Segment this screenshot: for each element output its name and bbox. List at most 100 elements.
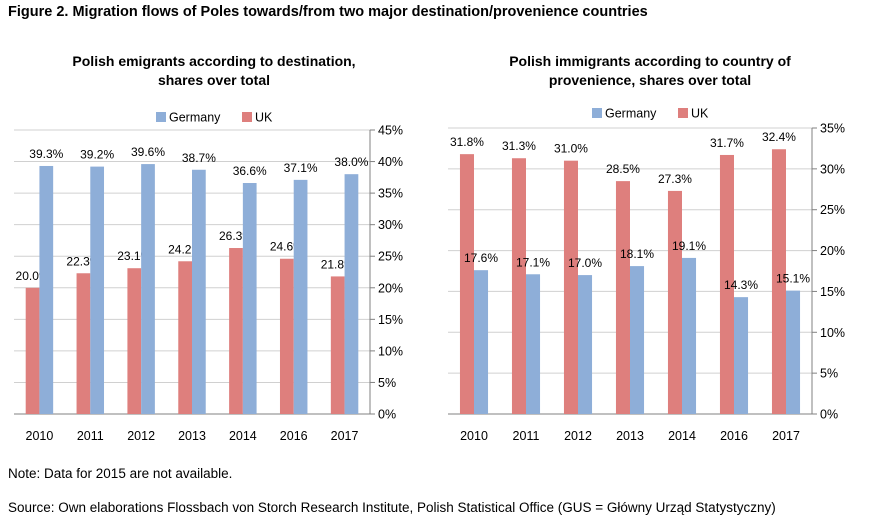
emigrants-y-tick-label: 0%	[378, 408, 396, 422]
emigrants-x-tick-label: 2014	[229, 429, 257, 443]
immigrants-y-tick-label: 15%	[820, 285, 845, 299]
immigrants-x-tick-label: 2014	[668, 429, 696, 443]
immigrants-y-tick-label: 10%	[820, 326, 845, 340]
immigrants-chart: Polish immigrants according to country o…	[440, 44, 870, 454]
emigrants-bar-uk-2013	[178, 261, 192, 414]
immigrants-x-tick-label: 2011	[513, 429, 540, 443]
immigrants-x-tick-label: 2017	[772, 429, 800, 443]
immigrants-bar-germany-2014	[682, 257, 697, 414]
emigrants-bar-germany-2014	[242, 183, 257, 414]
immigrants-chart-svg: 0% 5% 10% 15% 20% 25% 30% 35% 31.8% 17.6% 2010 31.3…	[448, 107, 845, 443]
emigrants-y-tick-label: 15%	[378, 313, 403, 327]
emigrants-data-label-germany-2010: 39.3%	[29, 147, 63, 161]
emigrants-bar-germany-2013	[192, 169, 206, 414]
immigrants-data-label-uk-2016: 31.7%	[710, 136, 744, 150]
immigrants-data-label-germany-2011: 17.1%	[516, 255, 550, 269]
immigrants-bar-uk-2017	[771, 149, 786, 414]
immigrants-y-tick-label: 20%	[820, 244, 845, 258]
immigrants-bar-uk-2014	[667, 190, 682, 414]
emigrants-chart-title-line1: Polish emigrants according to destinatio…	[72, 53, 356, 69]
immigrants-x-tick-label: 2016	[720, 429, 748, 443]
emigrants-bar-uk-2016	[279, 258, 294, 414]
emigrants-data-label-germany-2014: 36.6%	[233, 164, 267, 178]
immigrants-x-tick-label: 2013	[616, 429, 644, 443]
immigrants-bar-uk-2013	[615, 181, 630, 414]
immigrants-bar-germany-2012	[578, 275, 593, 414]
immigrants-x-tick-label: 2010	[460, 429, 488, 443]
immigrants-y-tick-label: 0%	[820, 408, 838, 422]
emigrants-data-label-germany-2012: 39.6%	[131, 145, 165, 159]
emigrants-data-label-germany-2016: 37.1%	[284, 161, 318, 175]
immigrants-chart-title-line1: Polish immigrants according to country o…	[509, 53, 791, 69]
emigrants-legend-swatch-germany	[156, 112, 166, 122]
emigrants-bar-uk-2012	[127, 268, 142, 414]
emigrants-x-tick-label: 2013	[178, 429, 206, 443]
immigrants-data-label-germany-2017: 15.1%	[776, 272, 810, 286]
immigrants-data-label-uk-2010: 31.8%	[450, 135, 484, 149]
immigrants-y-tick-label: 30%	[820, 162, 845, 176]
emigrants-legend-label-germany: Germany	[169, 111, 221, 125]
immigrants-y-tick-label: 5%	[820, 367, 838, 381]
immigrants-bar-uk-2010	[459, 154, 474, 415]
emigrants-x-tick-label: 2012	[127, 429, 155, 443]
immigrants-data-label-uk-2017: 32.4%	[762, 130, 796, 144]
emigrants-y-tick-label: 45%	[378, 124, 403, 138]
emigrants-bar-germany-2012	[141, 164, 155, 414]
emigrants-x-tick-label: 2017	[331, 429, 359, 443]
emigrants-legend-label-uk: UK	[255, 111, 273, 125]
emigrants-chart-title-line2: shares over total	[157, 72, 271, 88]
immigrants-bar-germany-2011	[526, 274, 541, 414]
immigrants-data-label-germany-2012: 17.0%	[568, 256, 602, 270]
emigrants-data-label-germany-2013: 38.7%	[182, 151, 216, 165]
emigrants-bar-uk-2011	[76, 273, 91, 414]
emigrants-y-tick-label: 5%	[378, 376, 396, 390]
figure-title: Figure 2. Migration flows of Poles towar…	[8, 4, 648, 20]
immigrants-bar-uk-2012	[563, 160, 578, 414]
immigrants-bar-germany-2013	[630, 266, 645, 414]
note-text: Note: Data for 2015 are not available.	[8, 466, 233, 481]
emigrants-y-tick-label: 20%	[378, 281, 403, 295]
immigrants-legend-label-germany: Germany	[605, 107, 657, 121]
immigrants-bar-germany-2010	[474, 270, 489, 414]
immigrants-bar-uk-2011	[511, 158, 526, 414]
immigrants-legend-swatch-uk	[678, 108, 688, 118]
emigrants-y-tick-label: 30%	[378, 218, 403, 232]
immigrants-x-tick-label: 2012	[564, 429, 592, 443]
emigrants-legend-swatch-uk	[242, 112, 252, 122]
emigrants-bar-uk-2010	[25, 287, 40, 414]
immigrants-data-label-uk-2012: 31.0%	[554, 142, 588, 156]
emigrants-y-tick-label: 25%	[378, 250, 403, 264]
emigrants-bar-uk-2014	[229, 248, 243, 414]
immigrants-legend-label-uk: UK	[691, 107, 709, 121]
immigrants-bar-uk-2016	[719, 154, 734, 415]
immigrants-y-tick-label: 35%	[820, 122, 845, 136]
immigrants-data-label-uk-2013: 28.5%	[606, 162, 640, 176]
immigrants-bar-germany-2016	[734, 297, 749, 414]
emigrants-chart: Polish emigrants according to destinatio…	[6, 44, 422, 454]
immigrants-chart-title-line2: provenience, shares over total	[548, 72, 752, 88]
source-text: Source: Own elaborations Flossbach von S…	[8, 500, 776, 515]
immigrants-legend-swatch-germany	[592, 108, 602, 118]
immigrants-data-label-germany-2016: 14.3%	[724, 278, 758, 292]
emigrants-bar-uk-2017	[330, 276, 345, 414]
immigrants-data-label-germany-2010: 17.6%	[464, 251, 498, 265]
immigrants-bar-germany-2017	[786, 290, 801, 414]
emigrants-x-tick-label: 2011	[77, 429, 104, 443]
emigrants-chart-svg: 0%5%10%15%20%25%30%35%40%45%20.0%39.3%20…	[14, 111, 403, 443]
immigrants-data-label-uk-2014: 27.3%	[658, 172, 692, 186]
emigrants-y-tick-label: 35%	[378, 187, 403, 201]
emigrants-bar-germany-2011	[90, 166, 105, 414]
emigrants-data-label-germany-2017: 38.0%	[334, 155, 368, 169]
emigrants-y-tick-label: 40%	[378, 155, 403, 169]
emigrants-bar-germany-2010	[39, 165, 54, 414]
emigrants-chart-title: Polish emigrants according to destinatio…	[6, 52, 422, 90]
immigrants-data-label-germany-2014: 19.1%	[672, 239, 706, 253]
emigrants-bar-germany-2016	[293, 179, 308, 414]
emigrants-x-tick-label: 2010	[26, 429, 54, 443]
immigrants-data-label-uk-2011: 31.3%	[502, 139, 536, 153]
immigrants-data-label-germany-2013: 18.1%	[620, 247, 654, 261]
emigrants-x-tick-label: 2016	[280, 429, 308, 443]
immigrants-chart-title: Polish immigrants according to country o…	[440, 52, 860, 90]
emigrants-bar-germany-2017	[344, 174, 359, 414]
immigrants-y-tick-label: 25%	[820, 203, 845, 217]
